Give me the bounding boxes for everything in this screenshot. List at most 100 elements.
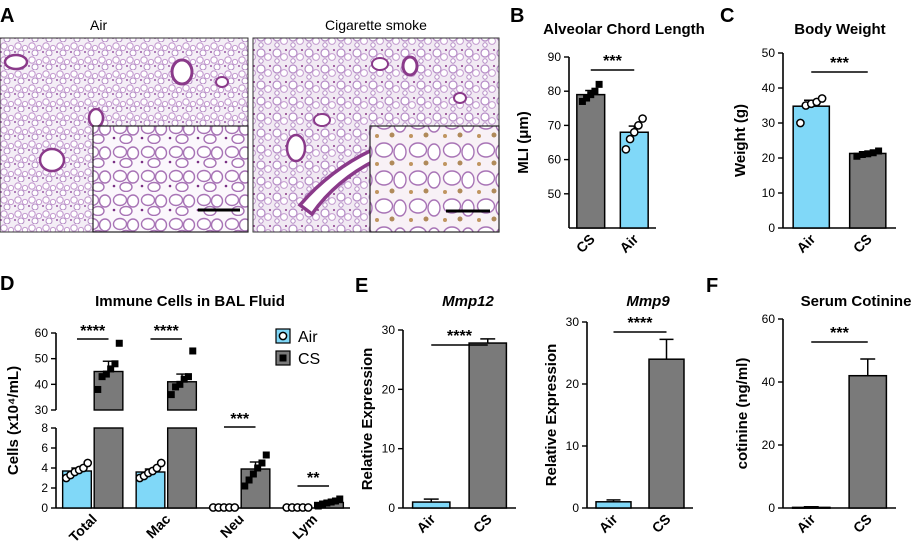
y-tick-label: 50 <box>762 46 776 60</box>
y-tick-label: 0 <box>572 501 579 515</box>
significance-label: **** <box>80 323 106 340</box>
data-point <box>817 94 827 103</box>
y-tick-label: 80 <box>548 84 562 98</box>
histology-smoke-image: Cigarette smoke <box>252 17 500 233</box>
data-point <box>189 347 197 355</box>
data-point <box>102 370 110 378</box>
data-point <box>156 458 166 468</box>
y-axis-label: Weight (g) <box>732 104 749 177</box>
data-point <box>578 97 586 105</box>
bar-lower-segment <box>166 427 198 509</box>
x-tick-label: Air <box>413 510 438 535</box>
y-tick-label: 10 <box>566 439 580 453</box>
y-tick-label: 60 <box>548 153 562 167</box>
data-point <box>864 150 872 158</box>
data-point <box>595 80 603 88</box>
data-point <box>107 365 115 373</box>
data-point <box>98 373 106 381</box>
y-tick-label: 50 <box>548 187 562 201</box>
bar <box>648 358 685 509</box>
y-tick-label: 20 <box>566 377 580 391</box>
x-tick-label: CS <box>850 511 875 536</box>
y-tick-label: 2 <box>41 481 48 495</box>
y-tick-label: 20 <box>762 151 776 165</box>
y-axis-label: Relative Expression <box>543 344 560 487</box>
chart-title: Serum Cotinine <box>801 293 912 310</box>
bar <box>468 342 508 509</box>
data-point <box>115 339 123 347</box>
bar <box>411 501 451 509</box>
data-point <box>591 87 599 95</box>
bar <box>848 152 887 229</box>
y-tick-label: 30 <box>382 323 396 337</box>
histology-air-image: Air <box>0 17 249 233</box>
data-point <box>869 149 877 157</box>
panel-letter-c: C <box>720 5 734 27</box>
data-point <box>336 495 344 503</box>
y-tick-label: 40 <box>35 377 49 391</box>
data-point <box>323 499 331 507</box>
y-tick-label: 20 <box>382 382 396 396</box>
panel-letter-d: D <box>0 273 14 295</box>
chart-mmp12: Mmp12 Relative Expression 0 10 20 30 Air CS **** <box>359 293 516 536</box>
y-tick-label: 30 <box>35 403 49 417</box>
panel-letter-f: F <box>706 275 718 297</box>
x-tick-label: Neu <box>217 511 247 541</box>
data-point <box>327 498 335 506</box>
x-tick-label: Air <box>616 230 641 255</box>
chart-body-weight: Body Weight Weight (g) 0 10 20 30 40 50 Air CS *** <box>732 21 896 256</box>
data-point <box>94 385 102 393</box>
chart-title: Mmp12 <box>442 293 494 310</box>
significance-label: *** <box>230 411 249 428</box>
significance-label: *** <box>603 53 622 70</box>
bar <box>848 374 888 509</box>
legend-marker <box>279 354 287 362</box>
histology-label-air: Air <box>90 17 107 33</box>
panel-letter-b: B <box>510 5 524 27</box>
significance-label: **** <box>447 328 473 345</box>
significance-label: **** <box>628 315 654 332</box>
y-tick-label: 50 <box>35 352 49 366</box>
y-tick-label: 0 <box>768 221 775 235</box>
y-tick-label: 0 <box>41 501 48 515</box>
bar <box>595 501 632 509</box>
y-tick-label: 90 <box>548 50 562 64</box>
data-point <box>314 502 322 510</box>
y-axis-label: Relative Expression <box>359 348 376 491</box>
data-point <box>875 147 883 155</box>
chart-title: Body Weight <box>794 21 885 38</box>
data-point <box>245 476 253 484</box>
data-point <box>262 451 270 459</box>
bar <box>576 93 606 229</box>
data-point <box>167 391 175 399</box>
significance-label: **** <box>154 323 180 340</box>
data-point <box>172 383 180 391</box>
y-tick-label: 70 <box>548 118 562 132</box>
significance-label: *** <box>830 325 849 342</box>
x-tick-label: Lym <box>289 511 320 542</box>
data-point <box>249 470 257 478</box>
chart-immune-cells: Immune Cells in BAL Fluid Cells (x10⁴/mL)… <box>5 293 350 545</box>
x-tick-label: Air <box>596 510 621 535</box>
x-tick-label: CS <box>470 511 495 536</box>
chart-mmp9: Mmp9 Relative Expression 0 10 20 30 Air CS **** <box>543 293 693 536</box>
panel-a: A Air Cigarette smoke <box>0 5 500 233</box>
x-tick-label: CS <box>850 231 875 256</box>
data-point <box>303 503 313 512</box>
y-tick-label: 40 <box>762 375 776 389</box>
data-point <box>629 127 639 137</box>
data-point <box>853 152 861 160</box>
y-tick-label: 10 <box>382 442 396 456</box>
y-tick-label: 10 <box>762 186 776 200</box>
y-tick-label: 0 <box>768 501 775 515</box>
y-tick-label: 0 <box>388 501 395 515</box>
legend-label: Air <box>298 329 318 346</box>
chart-title: Alveolar Chord Length <box>543 21 705 38</box>
y-tick-label: 60 <box>762 312 776 326</box>
data-point <box>634 121 643 130</box>
bar-lower-segment <box>93 427 124 509</box>
data-point <box>319 500 327 508</box>
chart-alveolar-chord-length: Alveolar Chord Length MLI (μm) 50 60 70 80 90 C… <box>515 21 705 256</box>
x-tick-label: Air <box>793 230 818 255</box>
